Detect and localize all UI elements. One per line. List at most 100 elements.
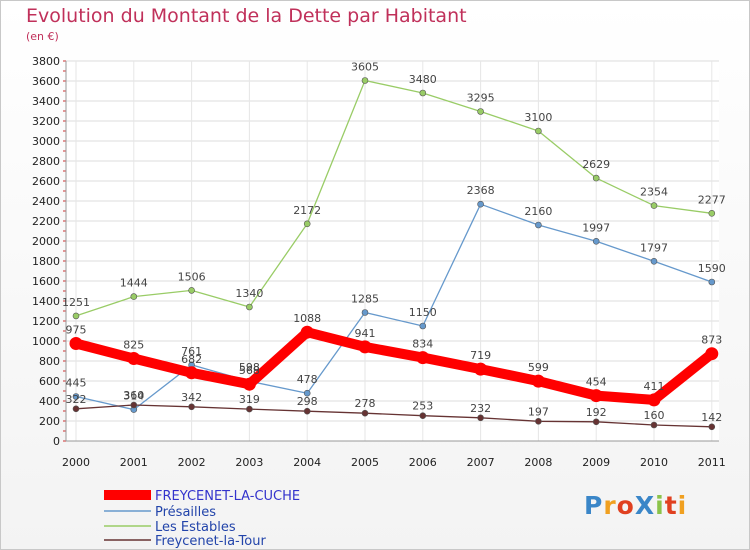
y-tick-label: 400	[39, 395, 60, 408]
data-point	[535, 417, 542, 425]
data-label: 598	[239, 361, 260, 374]
y-tick-label: 2800	[32, 155, 60, 168]
data-point	[477, 108, 484, 115]
data-label: 941	[355, 327, 376, 340]
data-label: 2172	[293, 204, 321, 217]
data-label: 160	[644, 409, 665, 422]
data-point	[589, 389, 603, 403]
data-label: 192	[586, 406, 607, 419]
data-label: 1285	[351, 293, 379, 306]
data-label: 761	[181, 345, 202, 358]
y-tick-label: 2400	[32, 195, 60, 208]
x-tick-label: 2001	[120, 456, 148, 469]
x-tick-label: 2009	[582, 456, 610, 469]
legend-label: FREYCENET-LA-CUCHE	[155, 489, 300, 504]
x-tick-label: 2007	[467, 456, 495, 469]
data-point	[246, 303, 253, 311]
y-tick-label: 2000	[32, 235, 60, 248]
data-point	[650, 421, 658, 429]
data-point	[531, 374, 545, 388]
logo-letter: r	[603, 491, 617, 520]
data-point	[477, 414, 484, 422]
data-label: 253	[412, 400, 433, 413]
data-label: 873	[701, 334, 722, 347]
data-point	[130, 293, 138, 300]
y-tick-label: 200	[39, 415, 60, 428]
y-tick-label: 1000	[32, 335, 60, 348]
data-label: 1997	[582, 221, 610, 234]
data-point	[535, 127, 542, 135]
data-label: 3100	[524, 111, 552, 124]
data-point	[705, 347, 719, 361]
data-label: 3295	[467, 92, 495, 105]
data-label: 1506	[178, 270, 206, 283]
data-point	[535, 221, 542, 229]
data-point	[303, 389, 311, 397]
legend-label: Freycenet-la-Tour	[155, 534, 266, 549]
data-label: 2354	[640, 186, 668, 199]
x-tick-label: 2006	[409, 456, 437, 469]
y-tick-label: 2200	[32, 215, 60, 228]
y-tick-label: 1600	[32, 275, 60, 288]
chart-subtitle: (en €)	[26, 30, 59, 43]
x-tick-label: 2000	[62, 456, 90, 469]
x-tick-label: 2004	[293, 456, 321, 469]
data-label: 682	[181, 353, 202, 366]
logo-letter: o	[616, 491, 635, 520]
data-label: 834	[412, 338, 433, 351]
data-point	[419, 412, 427, 420]
data-point	[303, 407, 311, 415]
y-tick-label: 600	[39, 375, 60, 388]
x-tick-label: 2008	[524, 456, 552, 469]
data-label: 454	[586, 376, 607, 389]
data-point	[416, 351, 430, 365]
y-tick-label: 0	[53, 435, 60, 448]
logo-letter: P	[584, 491, 604, 520]
data-point	[72, 405, 80, 413]
data-point	[708, 423, 716, 431]
data-label: 3605	[351, 61, 379, 74]
data-point	[419, 89, 427, 97]
data-point	[650, 202, 658, 209]
x-tick-label: 2003	[235, 456, 263, 469]
data-point	[300, 325, 314, 339]
series-line	[75, 79, 713, 317]
y-tick-label: 1400	[32, 295, 60, 308]
y-tick-label: 3000	[32, 135, 60, 148]
data-label: 599	[528, 361, 549, 374]
data-label: 2629	[582, 158, 610, 171]
legend-label: Les Estables	[155, 520, 236, 535]
data-point	[361, 309, 369, 316]
data-label: 278	[355, 397, 376, 410]
y-tick-label: 800	[39, 355, 60, 368]
data-label: 1444	[120, 277, 148, 290]
data-point	[127, 352, 141, 365]
y-tick-label: 3600	[32, 75, 60, 88]
data-point	[69, 337, 83, 350]
data-label: 314	[123, 390, 144, 403]
data-label: 568	[239, 364, 260, 377]
data-point	[242, 377, 256, 391]
data-point	[185, 366, 199, 380]
data-label: 342	[181, 391, 202, 404]
data-label: 2160	[524, 205, 552, 218]
y-tick-label: 3400	[32, 95, 60, 108]
y-tick-label: 2600	[32, 175, 60, 188]
data-label: 197	[528, 405, 549, 418]
x-tick-label: 2010	[640, 456, 668, 469]
y-tick-label: 1800	[32, 255, 60, 268]
data-label: 319	[239, 393, 260, 406]
data-label: 322	[66, 393, 87, 406]
data-label: 445	[66, 377, 87, 390]
data-point	[592, 418, 600, 426]
data-label: 360	[123, 389, 144, 402]
data-label: 825	[123, 339, 144, 352]
data-point	[650, 257, 658, 265]
data-label: 1088	[293, 312, 321, 325]
data-point	[477, 200, 484, 208]
plot-area	[66, 61, 719, 441]
logo-letter: i	[655, 491, 665, 520]
series-line	[75, 404, 713, 428]
